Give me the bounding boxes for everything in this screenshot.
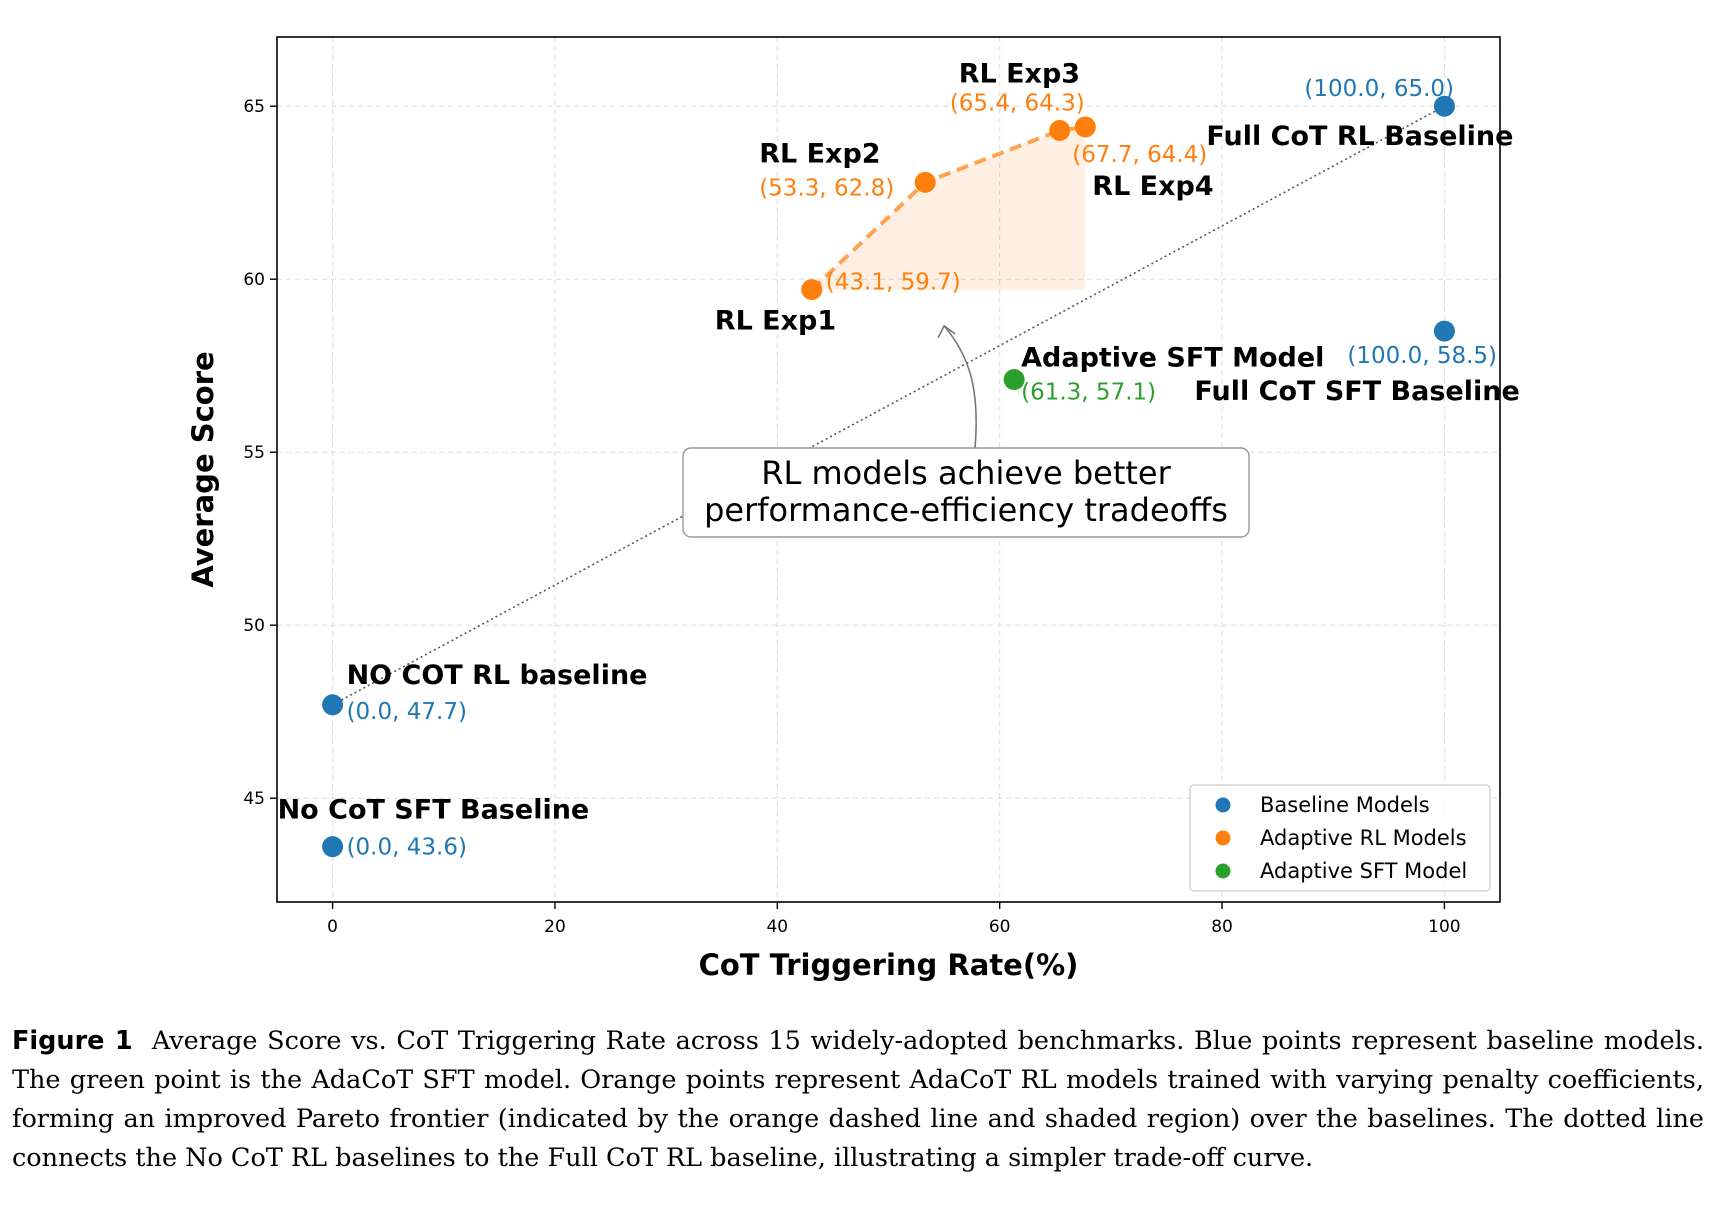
pareto-shaded-region: [811, 126, 1086, 290]
point-name-label: Full CoT RL Baseline: [1206, 121, 1513, 152]
x-tick-label: 60: [989, 917, 1011, 937]
point-name-label: RL Exp3: [959, 58, 1080, 89]
data-point: [1003, 369, 1025, 391]
legend-marker: [1215, 797, 1231, 813]
point-coord-label: (43.1, 59.7): [826, 270, 961, 296]
annotation-text: performance-efficiency tradeoffs: [704, 491, 1228, 529]
caption-label: Figure 1: [12, 1026, 133, 1056]
data-point: [322, 694, 344, 716]
point-name-label: Full CoT SFT Baseline: [1194, 376, 1519, 407]
point-name-label: No CoT SFT Baseline: [278, 795, 590, 826]
annotation-arrow: [943, 325, 977, 449]
data-point: [914, 171, 936, 193]
annotation-box: [682, 447, 1250, 538]
baseline-dotted-line: [332, 105, 1445, 706]
annotation-text: RL models achieve better: [761, 454, 1171, 492]
legend-label: Adaptive SFT Model: [1260, 859, 1467, 883]
point-name-label: Adaptive SFT Model: [1021, 343, 1324, 374]
point-coord-label: (67.7, 64.4): [1072, 142, 1207, 168]
point-name-label: NO COT RL baseline: [347, 660, 648, 691]
data-point: [322, 836, 344, 858]
caption-text: Average Score vs. CoT Triggering Rate ac…: [12, 1026, 1704, 1173]
y-tick-label: 45: [243, 789, 265, 809]
legend-box: [1189, 784, 1491, 892]
y-tick-label: 60: [243, 270, 265, 290]
figure-caption: Figure 1 Average Score vs. CoT Triggerin…: [12, 1022, 1704, 1178]
data-point: [801, 279, 823, 301]
y-tick-label: 55: [243, 443, 265, 463]
legend-marker: [1215, 863, 1231, 879]
point-coord-label: (0.0, 47.7): [347, 699, 467, 725]
x-axis-title: CoT Triggering Rate(%): [699, 948, 1079, 982]
data-point: [1433, 320, 1455, 342]
x-tick-label: 20: [544, 917, 566, 937]
point-name-label: RL Exp2: [759, 138, 880, 169]
x-tick-label: 40: [766, 917, 788, 937]
chart-svg: 0 20 40 60 80 100 45 50 55 60 65 CoT Triggering Rat…: [186, 36, 1520, 982]
y-axis-title: Average Score: [186, 351, 220, 587]
point-coord-label: (61.3, 57.1): [1021, 380, 1156, 406]
pareto-frontier-line: [810, 124, 1086, 292]
plot-frame: [276, 36, 1501, 903]
legend-label: Adaptive RL Models: [1260, 826, 1467, 850]
x-tick-label: 80: [1211, 917, 1233, 937]
data-point: [1433, 95, 1455, 117]
legend-label: Baseline Models: [1260, 793, 1430, 817]
x-tick-label: 100: [1428, 917, 1460, 937]
point-name-label: RL Exp4: [1092, 171, 1213, 202]
point-coord-label: (53.3, 62.8): [759, 175, 894, 201]
data-point: [1049, 119, 1071, 141]
y-tick-label: 50: [243, 616, 265, 636]
point-name-label: RL Exp1: [715, 306, 836, 337]
point-coord-label: (100.0, 58.5): [1347, 343, 1497, 369]
annotation-arrowhead: [937, 324, 956, 339]
point-coord-label: (100.0, 65.0): [1304, 76, 1454, 102]
point-coord-label: (0.0, 43.6): [347, 835, 467, 861]
scatter-chart: 0 20 40 60 80 100 45 50 55 60 65 CoT Triggering Rat…: [186, 36, 1520, 982]
legend-marker: [1215, 830, 1231, 846]
data-point: [1074, 116, 1096, 138]
x-tick-label: 0: [327, 917, 338, 937]
y-tick-label: 65: [243, 97, 265, 117]
point-coord-label: (65.4, 64.3): [950, 90, 1085, 116]
